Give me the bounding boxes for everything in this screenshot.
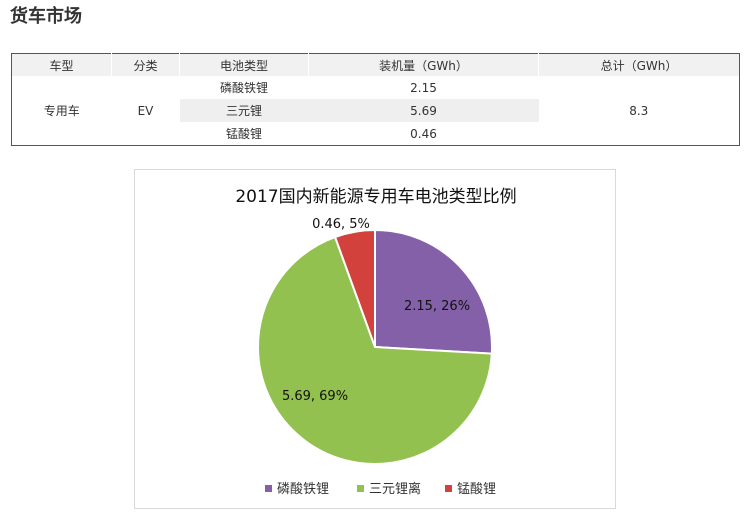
chart-title: 2017国内新能源专用车电池类型比例 [235, 187, 516, 207]
header-total: 总计（GWh） [538, 53, 740, 76]
pie-chart: 2017国内新能源专用车电池类型比例 2.15, 26% 5.69, 69% 0.4… [134, 169, 616, 509]
cell-category: EV [137, 103, 154, 118]
pie-slice [374, 228, 493, 355]
cell-battery: 三元锂 [179, 99, 309, 122]
cell-capacity: 0.46 [410, 126, 437, 141]
legend-label: 三元锂离 [369, 481, 421, 497]
header-vehicle-type: 车型 [11, 53, 112, 76]
pie-data-label: 5.69, 69% [282, 389, 348, 404]
table-row: 三元锂 5.69 [12, 99, 740, 122]
legend-label: 磷酸铁锂 [277, 482, 329, 497]
pie-slices [257, 228, 493, 465]
legend-swatch [445, 485, 452, 492]
legend-swatch [357, 485, 364, 492]
table-row: 锰酸锂 0.46 [12, 122, 740, 146]
table-header-row: 车型 分类 电池类型 装机量（GWh） 总计（GWh） [11, 53, 740, 76]
pie-chart-svg: 2017国内新能源专用车电池类型比例 2.15, 26% 5.69, 69% 0.4… [235, 187, 516, 497]
cell-vehicle-type: 专用车 [43, 104, 80, 118]
cell-capacity: 2.15 [410, 80, 437, 95]
legend-label: 锰酸锂 [457, 482, 496, 497]
page-title: 货车市场 [10, 6, 82, 27]
table-row: 专用车 EV 磷酸铁锂 2.15 8.3 [12, 76, 740, 119]
pie-data-labels: 2.15, 26% 5.69, 69% 0.46, 5% [282, 217, 470, 404]
chart-legend: 磷酸铁锂 三元锂离 锰酸锂 [265, 481, 496, 497]
header-battery-type: 电池类型 [179, 53, 309, 76]
pie-slice [333, 228, 376, 348]
pie-slice [257, 235, 493, 465]
header-category: 分类 [111, 53, 180, 76]
cell-capacity: 5.69 [308, 99, 539, 122]
cell-battery: 磷酸铁锂 [219, 81, 268, 95]
cell-battery: 锰酸锂 [225, 127, 262, 141]
pie-data-label: 2.15, 26% [404, 299, 470, 314]
legend-swatch [265, 485, 272, 492]
pie-data-label: 0.46, 5% [312, 217, 370, 232]
header-capacity: 装机量（GWh） [308, 53, 539, 76]
cell-total: 8.3 [629, 103, 649, 118]
battery-table: 车型 分类 电池类型 装机量（GWh） 总计（GWh） 专用车 EV 磷酸铁锂 … [11, 53, 740, 146]
